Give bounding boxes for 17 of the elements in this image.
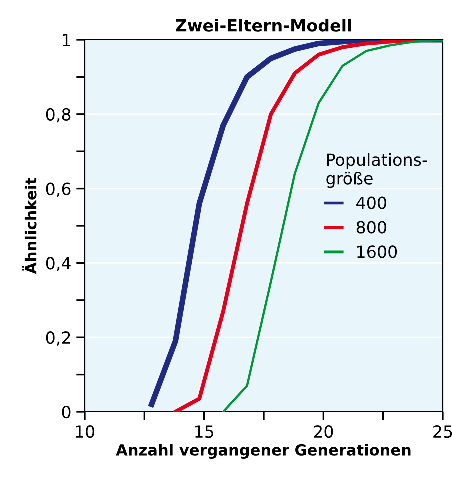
x-tick-label: 20 bbox=[314, 425, 334, 438]
y-tick-label: 0 bbox=[62, 406, 71, 419]
y-tick-label: 0,4 bbox=[46, 257, 71, 272]
y-tick-label: 0,6 bbox=[46, 182, 71, 198]
x-axis-title: Anzahl vergangener Generationen bbox=[116, 444, 411, 460]
y-tick-label: 0,2 bbox=[46, 332, 70, 346]
legend-title: Populations- größe bbox=[326, 153, 428, 188]
y-tick-label: 1 bbox=[63, 34, 70, 46]
legend-label: 400 bbox=[356, 196, 386, 210]
y-tick-label: 0,8 bbox=[46, 108, 71, 123]
x-tick-label: 25 bbox=[434, 425, 452, 438]
y-axis-title: Ähnlichkeit bbox=[22, 178, 37, 274]
x-tick-label: 15 bbox=[196, 426, 214, 438]
legend-label: 1600 bbox=[358, 246, 398, 258]
legend-label: 800 bbox=[356, 221, 386, 234]
chart-title: Zwei-Eltern-Modell bbox=[176, 19, 352, 32]
x-tick-label: 10 bbox=[76, 425, 94, 438]
